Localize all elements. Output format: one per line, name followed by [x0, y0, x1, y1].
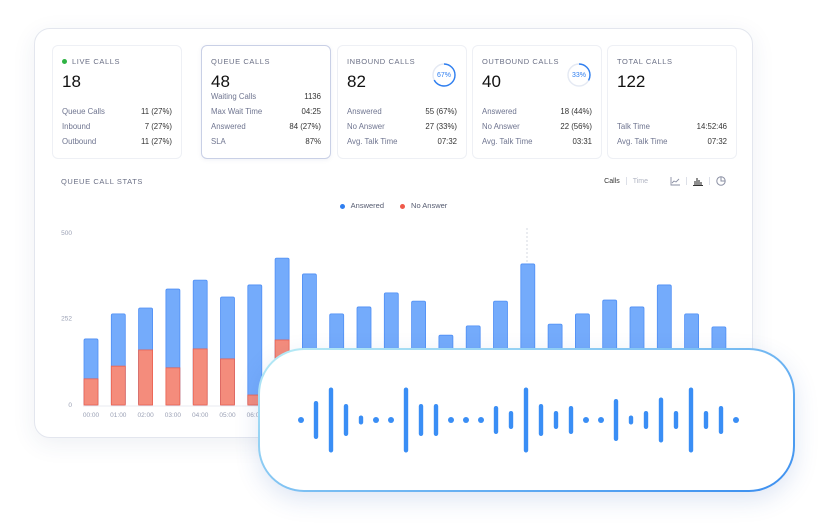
toggle-time[interactable]: Time — [632, 177, 648, 185]
waveform-icon — [298, 387, 739, 453]
stat-row: Avg. Talk Time 07:32 — [617, 137, 727, 146]
waveform-bar — [643, 411, 649, 429]
section-title: QUEUE CALL STATS — [61, 177, 143, 186]
stat-row: No Answer 27 (33%) — [347, 122, 457, 131]
waveform-bar — [658, 397, 664, 443]
stat-row: Answered 84 (27%) — [211, 122, 321, 131]
waveform-bar — [433, 404, 439, 436]
progress-ring: 33% — [566, 62, 592, 88]
card-live-calls[interactable]: LIVE CALLS 18 Queue Calls 11 (27%) Inbound 7… — [52, 45, 182, 159]
waveform-bar — [328, 387, 334, 453]
stat-row: Talk Time 14:52:46 — [617, 122, 727, 131]
stat-row: SLA 87% — [211, 137, 321, 146]
stat-row: Max Wait Time 04:25 — [211, 107, 321, 116]
line-chart-icon[interactable] — [670, 176, 680, 186]
stat-row: Avg. Talk Time 07:32 — [347, 137, 457, 146]
pie-chart-icon[interactable] — [716, 176, 726, 186]
waveform-bar — [403, 387, 409, 453]
chart-toolbar: Calls Time — [604, 176, 726, 186]
waveform-bar — [613, 399, 619, 441]
waveform-bar — [688, 387, 694, 453]
dashboard-panel: LIVE CALLS 18 Queue Calls 11 (27%) Inbound 7… — [34, 28, 753, 438]
card-title: OUTBOUND CALLS — [482, 57, 560, 66]
waveform-bar — [523, 387, 529, 453]
waveform-bar — [568, 406, 574, 434]
card-title: TOTAL CALLS — [617, 57, 673, 66]
waveform-bar — [673, 411, 679, 429]
waveform-bar — [703, 411, 709, 429]
card-value: 82 — [347, 72, 366, 91]
card-value: 48 — [211, 72, 230, 91]
waveform-bar — [298, 417, 304, 423]
card-title: QUEUE CALLS — [211, 57, 271, 66]
card-value: 40 — [482, 72, 501, 91]
progress-ring: 67% — [431, 62, 457, 88]
waveform-bar — [463, 417, 469, 423]
waveform-bar — [313, 401, 319, 439]
card-total-calls[interactable]: TOTAL CALLS 122 Talk Time 14:52:46 Avg. Tal… — [607, 45, 737, 159]
bar-chart-icon[interactable] — [693, 177, 703, 186]
voice-waveform-card — [258, 348, 795, 492]
waveform-bar — [448, 417, 454, 423]
chart-legend: Answered No Answer — [35, 201, 752, 210]
waveform-bar — [373, 417, 379, 423]
live-dot-icon — [62, 59, 67, 64]
stat-row: Answered 18 (44%) — [482, 107, 592, 116]
stat-row: Waiting Calls 1136 — [211, 92, 321, 101]
waveform-bar — [493, 406, 499, 434]
card-queue-calls[interactable]: QUEUE CALLS 48 Waiting Calls 1136 Max Wait … — [201, 45, 331, 159]
toggle-calls[interactable]: Calls — [604, 177, 620, 185]
legend-no-answer[interactable]: No Answer — [400, 201, 447, 210]
waveform-bar — [388, 417, 394, 423]
waveform-bar — [598, 417, 604, 423]
waveform-bar — [733, 417, 739, 423]
waveform-bar — [478, 417, 484, 423]
card-inbound-calls[interactable]: INBOUND CALLS 82 67% Answered 55 (67%) No An… — [337, 45, 467, 159]
waveform-bar — [538, 404, 544, 436]
stat-row: Answered 55 (67%) — [347, 107, 457, 116]
waveform-bar — [553, 411, 559, 429]
stat-row: Avg. Talk Time 03:31 — [482, 137, 592, 146]
waveform-bar — [418, 404, 424, 436]
waveform-bar — [508, 411, 514, 429]
card-value: 122 — [617, 72, 646, 91]
stat-row: Queue Calls 11 (27%) — [62, 107, 172, 116]
card-value: 18 — [62, 72, 81, 91]
waveform-bar — [628, 415, 634, 425]
card-title: LIVE CALLS — [62, 57, 172, 66]
stat-row: No Answer 22 (56%) — [482, 122, 592, 131]
waveform-bar — [718, 406, 724, 434]
waveform-bar — [343, 404, 349, 436]
stat-row: Outbound 11 (27%) — [62, 137, 172, 146]
legend-answered[interactable]: Answered — [339, 201, 384, 210]
card-outbound-calls[interactable]: OUTBOUND CALLS 40 33% Answered 18 (44%) No A… — [472, 45, 602, 159]
waveform-bar — [358, 415, 364, 425]
card-title: INBOUND CALLS — [347, 57, 416, 66]
waveform-bar — [583, 417, 589, 423]
stat-row: Inbound 7 (27%) — [62, 122, 172, 131]
